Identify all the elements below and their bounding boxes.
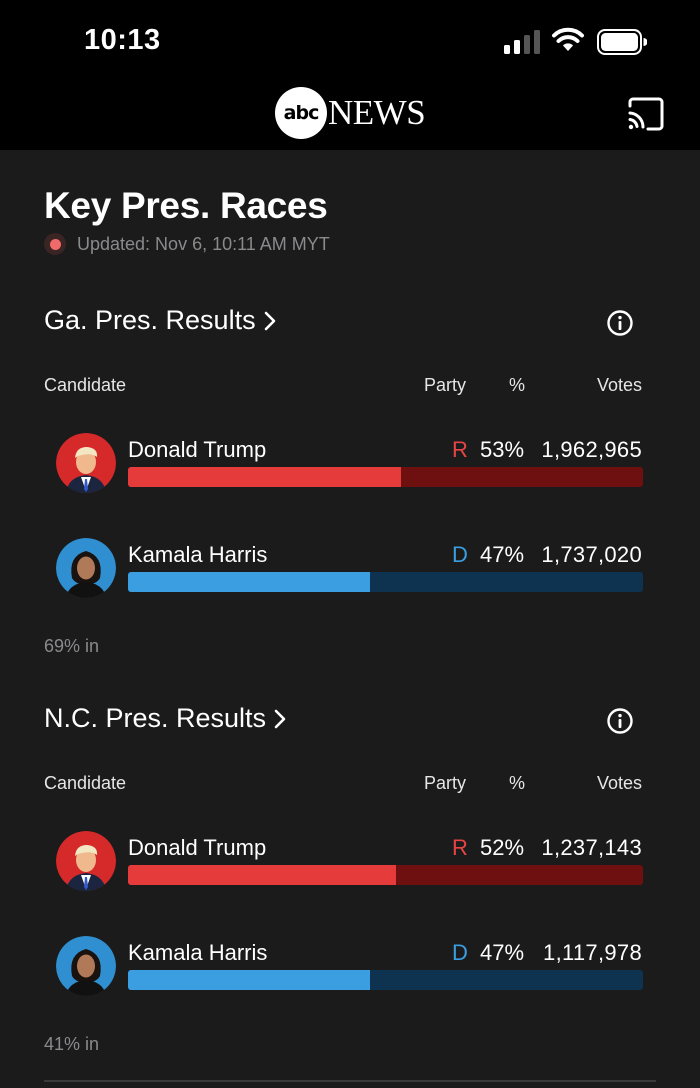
candidate-name: Donald Trump: [128, 835, 267, 860]
wifi-icon: [552, 27, 584, 51]
candidate-name: Kamala Harris: [128, 542, 268, 567]
column-header-candidate: Candidate: [44, 375, 127, 395]
column-header-party: Party: [424, 773, 467, 793]
chevron-right-icon: [274, 709, 286, 728]
vote-count: 1,237,143: [541, 835, 642, 860]
vote-bar-fill: [128, 865, 396, 885]
candidate-row: Donald Trump R 52% 1,237,143: [0, 831, 700, 901]
vote-percent: 52%: [480, 835, 525, 860]
news-wordmark: NEWS: [328, 93, 426, 132]
status-bar: 10:13: [0, 0, 700, 80]
vote-bar-fill: [128, 572, 371, 592]
updated-timestamp: Updated: Nov 6, 10:11 AM MYT: [77, 233, 330, 254]
race-card-north-carolina: N.C. Pres. Results Candidate Party % Vot…: [0, 703, 700, 1063]
battery-icon: [597, 29, 647, 55]
vote-percent: 53%: [480, 437, 525, 462]
page-title: Key Pres. Races: [44, 185, 328, 226]
vote-count: 1,962,965: [541, 437, 642, 462]
app-header: abc NEWS: [0, 80, 700, 150]
vote-percent: 47%: [480, 542, 525, 567]
party-label: D: [452, 940, 468, 965]
vote-bar: [128, 467, 643, 487]
harris-avatar: [56, 936, 116, 996]
party-label: R: [452, 437, 468, 462]
updated-status: Updated: Nov 6, 10:11 AM MYT: [44, 233, 330, 255]
column-header-party: Party: [424, 375, 467, 395]
abc-logo-mark: abc: [275, 87, 327, 139]
live-indicator-icon: [44, 233, 66, 255]
vote-count: 1,737,020: [541, 542, 642, 567]
column-header-percent: %: [509, 773, 526, 793]
reporting-status: 69% in: [44, 636, 100, 656]
vote-bar: [128, 970, 643, 990]
chevron-right-icon: [264, 311, 275, 330]
trump-avatar: [56, 831, 116, 891]
abc-news-logo[interactable]: abc NEWS: [275, 87, 426, 139]
trump-avatar: [56, 433, 116, 493]
status-time: 10:13: [84, 24, 161, 56]
vote-count: 1,117,978: [543, 940, 642, 965]
race-card-georgia: Ga. Pres. Results Candidate Party % Vote…: [0, 305, 700, 665]
candidate-row: Kamala Harris D 47% 1,117,978: [0, 936, 700, 1006]
vote-percent: 47%: [480, 940, 525, 965]
section-divider: [44, 1080, 656, 1082]
vote-bar: [128, 865, 643, 885]
info-icon[interactable]: [606, 309, 634, 337]
party-label: D: [452, 542, 468, 567]
column-header-candidate: Candidate: [44, 773, 127, 793]
reporting-status: 41% in: [44, 1034, 100, 1054]
vote-bar: [128, 572, 643, 592]
candidate-name: Donald Trump: [128, 437, 267, 462]
race-title: N.C. Pres. Results: [44, 703, 267, 733]
cellular-signal-icon: [504, 30, 542, 54]
candidate-name: Kamala Harris: [128, 940, 268, 965]
column-header-percent: %: [509, 375, 526, 395]
column-header-votes: Votes: [596, 773, 642, 793]
column-header-votes: Votes: [596, 375, 642, 395]
party-label: R: [452, 835, 468, 860]
vote-bar-fill: [128, 970, 371, 990]
candidate-row: Donald Trump R 53% 1,962,965: [0, 433, 700, 503]
race-title: Ga. Pres. Results: [44, 305, 256, 335]
harris-avatar: [56, 538, 116, 598]
candidate-row: Kamala Harris D 47% 1,737,020: [0, 538, 700, 608]
vote-bar-fill: [128, 467, 401, 487]
race-title-link[interactable]: Ga. Pres. Results: [44, 305, 276, 336]
info-icon[interactable]: [606, 707, 634, 735]
race-title-link[interactable]: N.C. Pres. Results: [44, 703, 286, 734]
cast-icon[interactable]: [626, 97, 666, 131]
